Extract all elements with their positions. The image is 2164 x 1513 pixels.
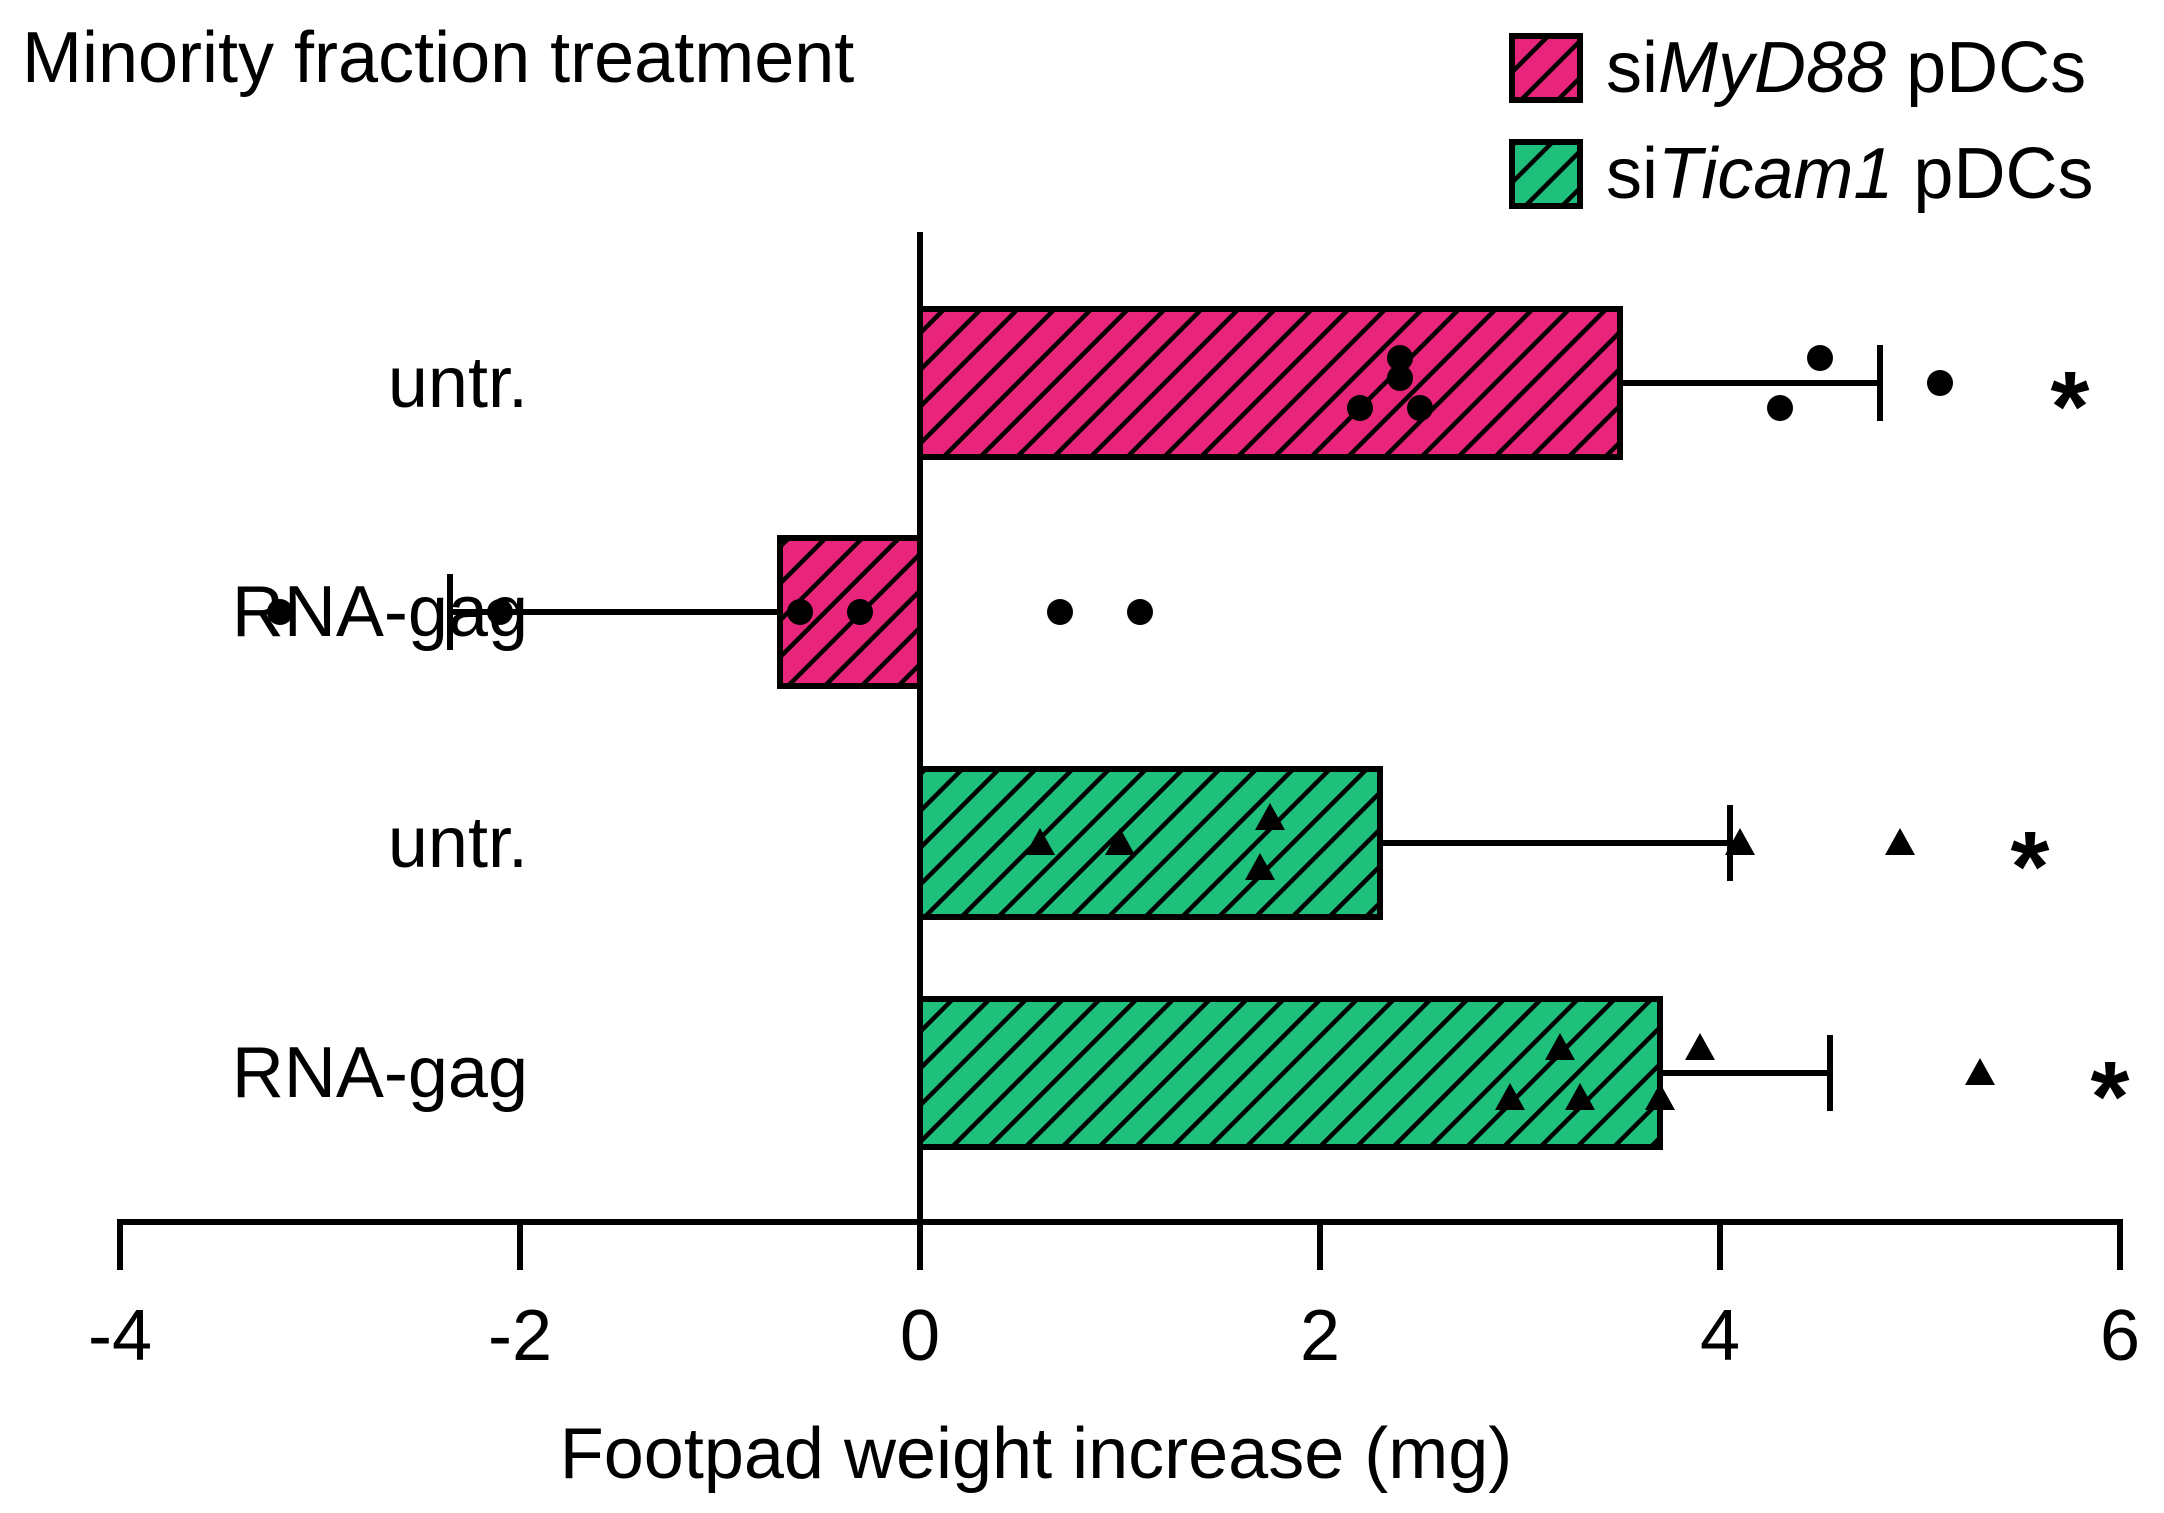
row-label: RNA-gag	[232, 572, 528, 652]
data-point	[1685, 1033, 1715, 1060]
bar-ticam1-rna-gag	[917, 996, 1663, 1150]
x-tick-label: 2	[1300, 1296, 1340, 1376]
x-tick-label: 6	[2100, 1296, 2140, 1376]
data-point	[787, 599, 813, 625]
row-labels-layer: untr. RNA-gag untr. RNA-gag	[232, 343, 528, 1113]
data-point	[1387, 345, 1413, 371]
data-point	[1885, 828, 1915, 855]
data-point	[1245, 853, 1275, 880]
legend-label-siticam1: siTicam1 pDCs	[1606, 134, 2093, 214]
data-point	[267, 599, 293, 625]
row-label: untr.	[388, 803, 528, 883]
data-point	[1545, 1033, 1575, 1060]
legend-item-siticam1: siTicam1 pDCs	[1509, 134, 2093, 214]
x-tick-label: -2	[488, 1296, 552, 1376]
bars-layer	[777, 306, 1663, 1150]
chart-title: Minority fraction treatment	[22, 18, 854, 98]
significance-layer: * * *	[2011, 351, 2130, 1153]
x-axis: -4 -2 0 2 4 6	[88, 232, 2140, 1376]
bar-myd88-untr-	[917, 306, 1623, 460]
data-point	[1255, 803, 1285, 830]
legend-swatch-siticam1	[1509, 139, 1583, 209]
significance-star: *	[2011, 811, 2050, 923]
x-tick-label: 4	[1700, 1296, 1740, 1376]
bar-ticam1-untr-	[917, 766, 1383, 920]
data-point	[1725, 828, 1755, 855]
data-point	[487, 599, 513, 625]
data-point	[1347, 395, 1373, 421]
legend-swatch-simyd88	[1509, 33, 1583, 103]
row-label: untr.	[388, 343, 528, 423]
data-points-layer	[267, 345, 1995, 1110]
significance-star: *	[2091, 1041, 2130, 1153]
data-point	[1645, 1083, 1675, 1110]
data-point	[1407, 395, 1433, 421]
data-point	[1565, 1083, 1595, 1110]
data-point	[1807, 345, 1833, 371]
significance-star: *	[2051, 351, 2090, 463]
data-point	[1927, 370, 1953, 396]
legend-item-simyd88: siMyD88 pDCs	[1509, 28, 2086, 108]
data-point	[847, 599, 873, 625]
row-label: RNA-gag	[232, 1033, 528, 1113]
data-point	[1047, 599, 1073, 625]
data-point	[1767, 395, 1793, 421]
x-tick-label: -4	[88, 1296, 152, 1376]
x-tick-label: 0	[900, 1296, 940, 1376]
data-point	[1025, 828, 1055, 855]
data-point	[1387, 365, 1413, 391]
legend-label-simyd88: siMyD88 pDCs	[1606, 28, 2086, 108]
data-point	[1965, 1058, 1995, 1085]
x-axis-title: Footpad weight increase (mg)	[560, 1414, 1512, 1494]
data-point	[1105, 828, 1135, 855]
legend: siMyD88 pDCs siTicam1 pDCs	[1509, 28, 2093, 214]
data-point	[1495, 1083, 1525, 1110]
data-point	[1127, 599, 1153, 625]
error-bars-layer	[447, 345, 1883, 1111]
